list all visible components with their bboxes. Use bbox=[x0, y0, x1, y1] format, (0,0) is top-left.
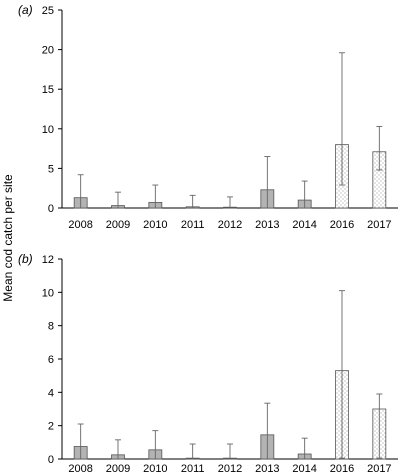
x-tick-label: 2011 bbox=[181, 463, 205, 475]
x-tick-label: 2009 bbox=[106, 463, 130, 475]
y-tick-label: 6 bbox=[48, 354, 54, 366]
y-tick-label: 20 bbox=[42, 45, 54, 57]
y-axis-label: Mean cod catch per site bbox=[1, 174, 15, 302]
x-tick-label: 2009 bbox=[106, 219, 130, 231]
y-tick-label: 5 bbox=[48, 163, 54, 175]
y-tick-label: 10 bbox=[42, 287, 54, 299]
panel-label: (a) bbox=[18, 3, 33, 17]
y-tick-label: 8 bbox=[48, 321, 54, 333]
x-tick-label: 2012 bbox=[218, 219, 242, 231]
panel-label: (b) bbox=[18, 252, 33, 266]
panel-a: (a) 0 5 10 15 20 25 2008 2009 2010 2011 2012 2013 201… bbox=[18, 3, 398, 231]
x-tick-label: 2010 bbox=[143, 463, 167, 475]
x-tick-label: 2016 bbox=[330, 463, 354, 475]
x-tick-label: 2017 bbox=[367, 463, 391, 475]
y-tick-label: 15 bbox=[42, 84, 54, 96]
y-tick-label: 25 bbox=[42, 5, 54, 17]
y-tick-label: 0 bbox=[48, 454, 54, 466]
y-tick-label: 0 bbox=[48, 203, 54, 215]
y-tick-label: 10 bbox=[42, 124, 54, 136]
x-tick-label: 2017 bbox=[367, 219, 391, 231]
y-tick-label: 2 bbox=[48, 421, 54, 433]
x-tick-label: 2013 bbox=[255, 219, 279, 231]
x-tick-label: 2008 bbox=[68, 219, 92, 231]
y-tick-label: 4 bbox=[48, 387, 54, 399]
x-tick-label: 2012 bbox=[218, 463, 242, 475]
x-tick-label: 2008 bbox=[68, 463, 92, 475]
x-tick-label: 2010 bbox=[143, 219, 167, 231]
y-tick-label: 12 bbox=[42, 254, 54, 266]
panel-b: (b) 0 2 4 6 8 10 12 2008 2009 2010 2011 2012 2013 2014… bbox=[18, 252, 398, 475]
x-tick-label: 2014 bbox=[292, 219, 316, 231]
x-tick-label: 2013 bbox=[255, 463, 279, 475]
x-tick-label: 2016 bbox=[330, 219, 354, 231]
x-tick-label: 2014 bbox=[292, 463, 316, 475]
x-tick-label: 2011 bbox=[181, 219, 205, 231]
